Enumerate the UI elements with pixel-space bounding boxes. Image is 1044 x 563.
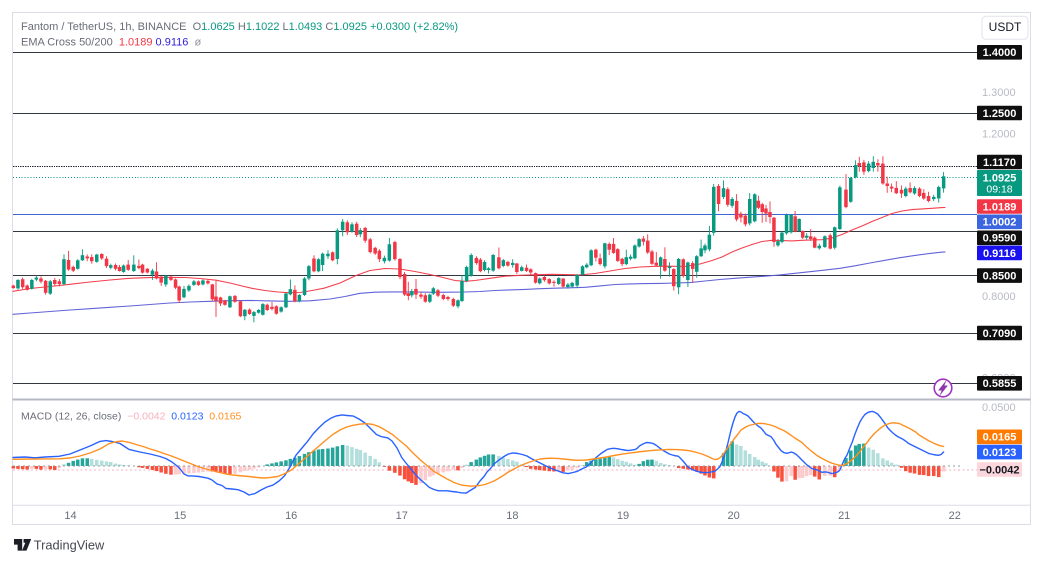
svg-text:1.4000: 1.4000 — [983, 47, 1017, 59]
svg-text:1.0002: 1.0002 — [983, 217, 1017, 229]
svg-text:20: 20 — [727, 510, 739, 522]
svg-text:0.8000: 0.8000 — [982, 291, 1016, 303]
svg-text:1.3000: 1.3000 — [982, 87, 1016, 99]
svg-text:0.0123: 0.0123 — [983, 447, 1017, 459]
svg-text:17: 17 — [396, 510, 408, 522]
svg-text:0.9116: 0.9116 — [983, 248, 1016, 260]
svg-text:1.2000: 1.2000 — [982, 129, 1016, 141]
svg-text:0.7090: 0.7090 — [983, 328, 1017, 340]
svg-text:21: 21 — [838, 510, 850, 522]
svg-text:16: 16 — [285, 510, 297, 522]
svg-text:22: 22 — [949, 510, 961, 522]
svg-text:15: 15 — [174, 510, 186, 522]
svg-text:0.5855: 0.5855 — [983, 378, 1017, 390]
svg-text:−0.0042: −0.0042 — [979, 464, 1019, 476]
svg-text:0.0500: 0.0500 — [982, 402, 1016, 414]
svg-text:09:18: 09:18 — [986, 184, 1012, 196]
svg-text:19: 19 — [617, 510, 629, 522]
svg-text:Fantom / TetherUS, 1h, BINANCE: Fantom / TetherUS, 1h, BINANCE O1.0625 H… — [21, 21, 458, 33]
svg-text:EMA Cross 50/200 1.0189 0.911: EMA Cross 50/200 1.0189 0.9116 ø — [21, 37, 201, 49]
svg-text:MACD (12, 26, close) −0.0042: MACD (12, 26, close) −0.0042 0.0123 0.01… — [21, 411, 242, 423]
svg-text:1.1170: 1.1170 — [983, 157, 1016, 169]
svg-text:1.0189: 1.0189 — [983, 201, 1017, 213]
svg-text:1.2500: 1.2500 — [983, 108, 1017, 120]
svg-text:18: 18 — [506, 510, 518, 522]
svg-text:0.0165: 0.0165 — [983, 432, 1017, 444]
svg-text:0.8500: 0.8500 — [983, 271, 1017, 283]
svg-text:USDT: USDT — [989, 20, 1022, 34]
svg-text:1.0925: 1.0925 — [983, 172, 1017, 184]
svg-text:TradingView: TradingView — [34, 537, 105, 552]
svg-text:14: 14 — [64, 510, 76, 522]
svg-text:0.9590: 0.9590 — [983, 233, 1017, 245]
